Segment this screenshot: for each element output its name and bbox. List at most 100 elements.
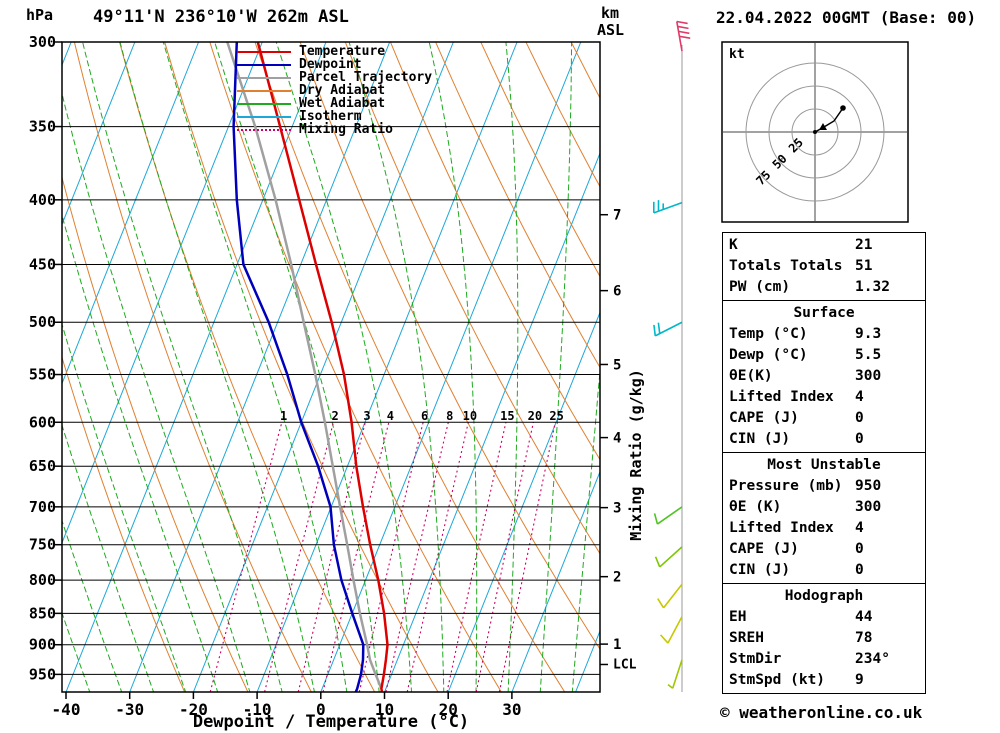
stat-value: 234°: [855, 651, 890, 667]
svg-text:550: 550: [29, 366, 56, 384]
legend-label: Dewpoint: [299, 57, 362, 72]
svg-text:950: 950: [29, 665, 56, 683]
svg-text:1: 1: [280, 409, 287, 423]
stat-row: CAPE (J) 0: [729, 539, 919, 560]
copyright-text: © weatheronline.co.uk: [720, 703, 923, 722]
stat-row: StmDir 234°: [729, 649, 919, 670]
stat-value: 51: [855, 258, 873, 274]
svg-text:-30: -30: [115, 700, 144, 719]
temperature-curve: [256, 42, 389, 692]
legend-item: Parcel Trajectory: [237, 71, 432, 84]
stat-value: 300: [855, 368, 882, 384]
stat-row: Temp (°C) 9.3: [729, 324, 919, 345]
stat-value: 9: [855, 672, 864, 688]
svg-text:LCL: LCL: [613, 657, 637, 672]
legend-item: Temperature: [237, 45, 432, 58]
svg-text:-20: -20: [179, 700, 208, 719]
stat-row: θE(K) 300: [729, 366, 919, 387]
legend-line-swatch: [237, 102, 291, 105]
stat-label: StmDir: [729, 651, 782, 667]
stat-row: CIN (J) 0: [729, 429, 919, 450]
svg-text:20: 20: [528, 409, 542, 423]
legend-label: Dry Adiabat: [299, 83, 386, 98]
svg-text:-10: -10: [243, 700, 272, 719]
stat-row: θE (K) 300: [729, 497, 919, 518]
legend-item: Wet Adiabat: [237, 97, 432, 110]
temperature-axis-labels: -40 -30 -20 -10 0 10 20 30: [52, 692, 522, 719]
wind-barb: [659, 616, 683, 644]
svg-text:350: 350: [29, 118, 56, 136]
station-title: 49°11'N 236°10'W 262m ASL: [93, 7, 349, 27]
altitude-axis-unit-asl: ASL: [597, 21, 625, 39]
stat-row: K 21: [729, 235, 919, 256]
svg-text:300: 300: [29, 33, 56, 51]
datetime-title: 22.04.2022 00GMT (Base: 00): [716, 8, 977, 27]
svg-text:2: 2: [331, 409, 338, 423]
stat-row: CAPE (J) 0: [729, 408, 919, 429]
hodograph-unit-label: kt: [729, 47, 745, 62]
svg-text:850: 850: [29, 604, 56, 622]
legend-line-swatch: [237, 89, 291, 92]
svg-text:25: 25: [549, 409, 563, 423]
svg-text:0: 0: [316, 700, 326, 719]
legend-label: Parcel Trajectory: [299, 70, 433, 85]
svg-text:4: 4: [387, 409, 394, 423]
stat-label: CIN (J): [729, 431, 791, 447]
stat-value: 950: [855, 478, 882, 494]
legend-line-swatch: [237, 115, 291, 118]
legend-line-swatch: [237, 50, 291, 53]
dry-adiabat-lines: [62, 42, 600, 692]
svg-text:5: 5: [613, 357, 621, 373]
legend-label: Mixing Ratio: [299, 122, 393, 137]
svg-text:750: 750: [29, 536, 56, 554]
svg-text:25: 25: [786, 135, 806, 155]
stats-panels: K 21 Totals Totals 51 PW (cm) 1.32 Surface Temp…: [722, 232, 926, 694]
svg-text:900: 900: [29, 636, 56, 654]
stat-row: StmSpd (kt) 9: [729, 670, 919, 691]
svg-text:2: 2: [613, 570, 621, 586]
stat-label: θE(K): [729, 368, 773, 384]
stat-value: 4: [855, 389, 864, 405]
temperature-axis-title: Dewpoint / Temperature (°C): [192, 712, 470, 732]
stat-label: SREH: [729, 630, 764, 646]
wind-barb-column: [653, 20, 691, 692]
legend-item: Dewpoint: [237, 58, 432, 71]
panel-title: Most Unstable: [767, 457, 881, 473]
stat-label: Dewp (°C): [729, 347, 808, 363]
pressure-axis-unit: hPa: [26, 6, 54, 24]
svg-text:20: 20: [439, 700, 458, 719]
stat-row: Totals Totals 51: [729, 256, 919, 277]
stat-value: 0: [855, 541, 864, 557]
svg-text:600: 600: [29, 413, 56, 431]
panel-hodograph_stats: Hodograph EH 44 SREH 78 StmDir 234° StmSpd (kt)…: [722, 583, 926, 694]
altitude-axis-unit-km: km: [601, 4, 620, 22]
panel-surface: Surface Temp (°C) 9.3 Dewp (°C) 5.5 θE(K) 300 L…: [722, 300, 926, 453]
wet-adiabat-lines: [62, 42, 600, 692]
stat-row: Lifted Index 4: [729, 518, 919, 539]
stat-label: CAPE (J): [729, 541, 799, 557]
svg-text:7: 7: [613, 208, 621, 224]
legend-item: Isotherm: [237, 110, 432, 123]
stat-value: 4: [855, 520, 864, 536]
stat-row: PW (cm) 1.32: [729, 277, 919, 298]
svg-text:6: 6: [613, 284, 621, 300]
svg-text:3: 3: [613, 501, 621, 517]
mixing-ratio-axis-title: Mixing Ratio (g/kg): [627, 369, 645, 541]
wind-barb: [653, 321, 683, 337]
wind-barb: [653, 506, 683, 525]
legend-label: Wet Adiabat: [299, 96, 386, 111]
svg-text:8: 8: [446, 409, 453, 423]
legend-line-swatch: [237, 76, 291, 79]
profiles: [226, 42, 389, 692]
legend-line-swatch: [237, 63, 291, 66]
stat-value: 9.3: [855, 326, 882, 342]
stat-value: 44: [855, 609, 873, 625]
svg-text:15: 15: [500, 409, 514, 423]
legend-item: Dry Adiabat: [237, 84, 432, 97]
svg-text:10: 10: [463, 409, 477, 423]
stat-value: 21: [855, 237, 873, 253]
svg-text:4: 4: [613, 431, 621, 447]
